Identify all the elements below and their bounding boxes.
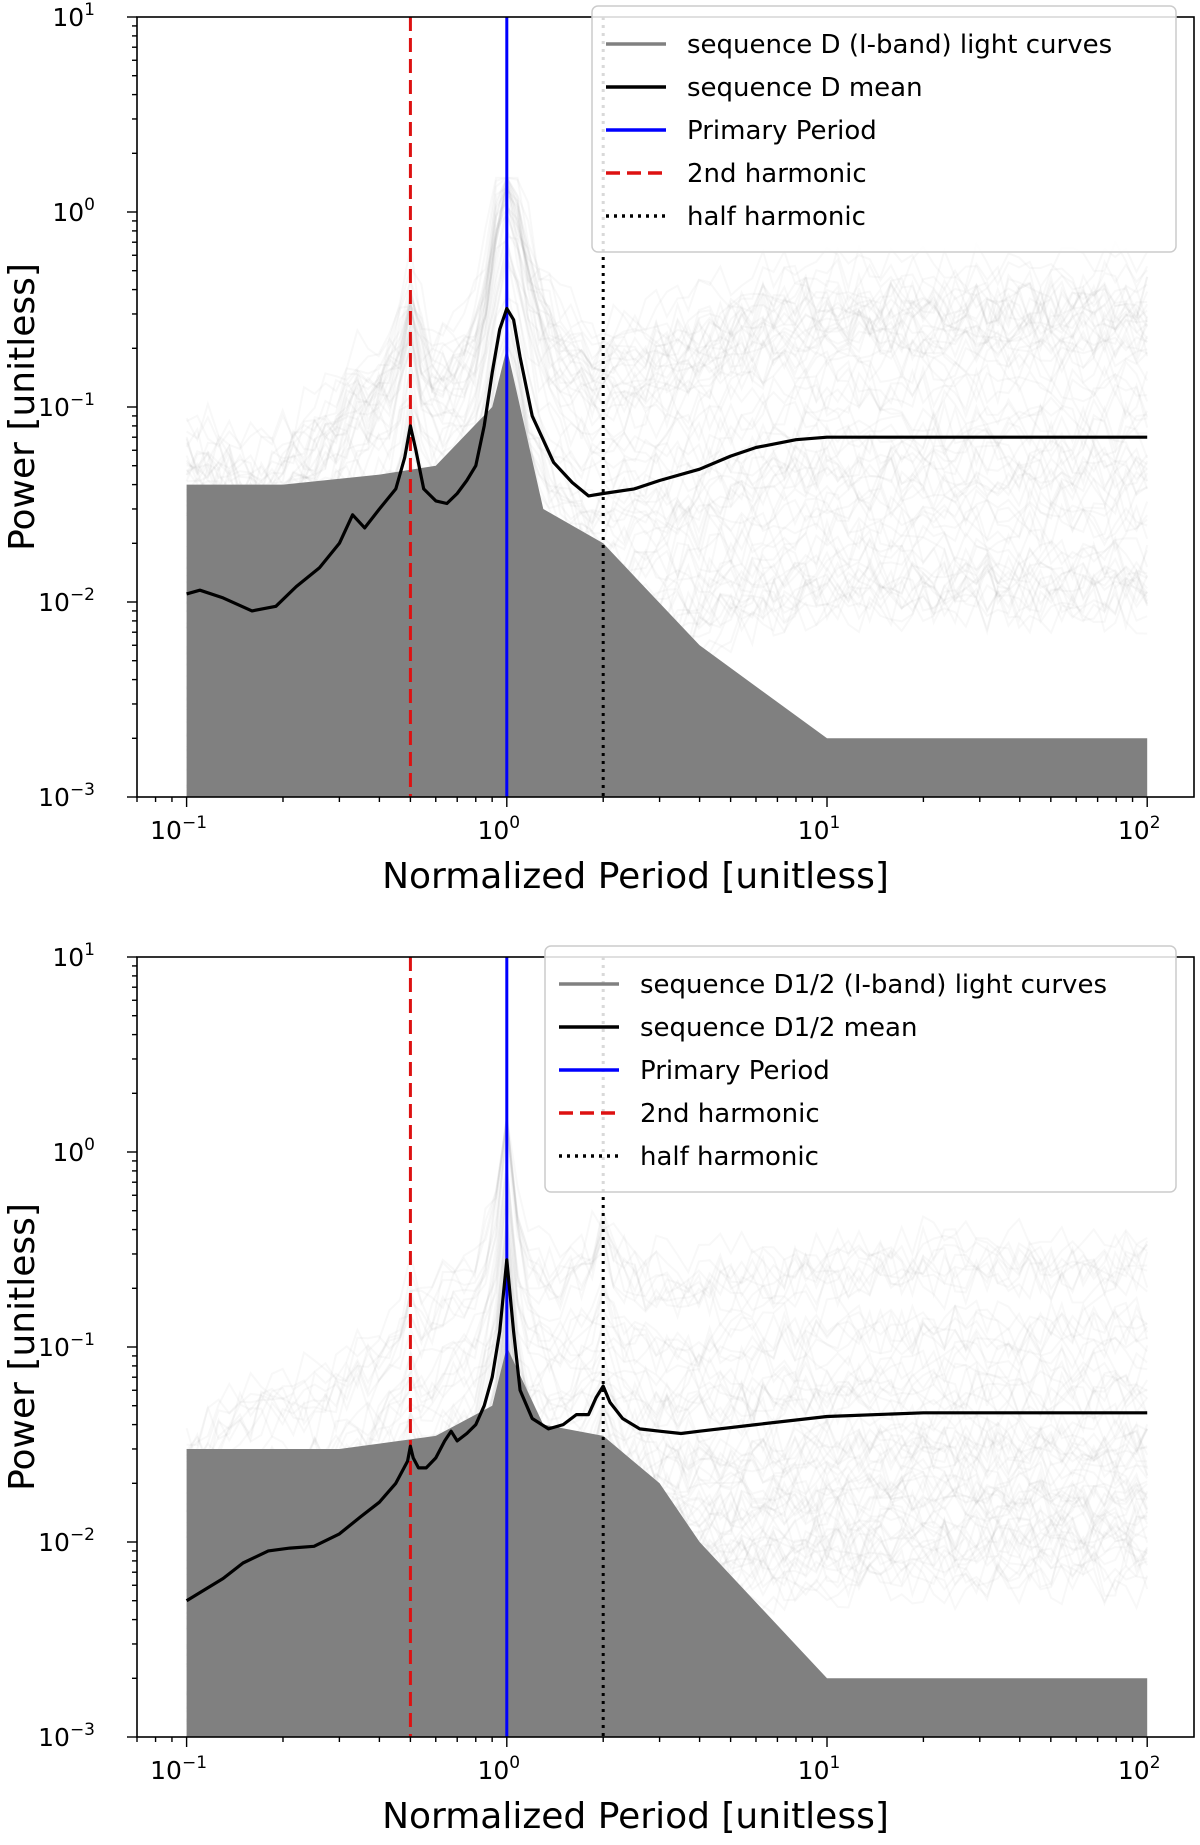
light-curve-trace — [185, 1117, 1148, 1472]
y-axis-label: Power [unitless] — [2, 1203, 43, 1491]
plot-area — [185, 957, 1149, 1737]
light-curve-trace — [186, 207, 1149, 523]
light-curve-trace — [186, 176, 1149, 450]
legend-label: sequence D1/2 (I-band) light curves — [640, 970, 1107, 1000]
light-curve-trace — [185, 175, 1149, 482]
legend-label: 2nd harmonic — [640, 1099, 820, 1129]
light-curve-trace — [186, 178, 1149, 519]
light-curve-trace — [185, 1120, 1148, 1469]
legend-label: Primary Period — [687, 116, 877, 146]
light-curve-trace — [185, 1185, 1148, 1533]
light-curve-trace — [185, 174, 1148, 506]
plot-area — [185, 17, 1149, 797]
light-curve-trace — [185, 176, 1149, 451]
light-curve-trace — [185, 1162, 1148, 1525]
light-curve-trace — [186, 183, 1148, 502]
light-curve-trace — [186, 1166, 1149, 1528]
mean-curve — [186, 306, 1148, 613]
light-curve-trace — [185, 1117, 1148, 1495]
light-curve-trace — [185, 1117, 1149, 1460]
legend-box — [591, 5, 1177, 253]
light-curve-trace — [186, 188, 1149, 506]
x-axis-label: Normalized Period [unitless] — [382, 856, 889, 897]
legend: sequence D (I-band) light curves sequence… — [591, 5, 1177, 253]
light-curve-trace — [185, 177, 1148, 478]
light-curve-trace — [185, 1170, 1148, 1520]
y-tick-label: 100 — [52, 1135, 95, 1167]
light-curve-trace — [185, 1123, 1148, 1463]
legend-label: sequence D (I-band) light curves — [687, 30, 1112, 60]
legend-label: sequence D1/2 mean — [640, 1013, 917, 1043]
light-curve-trace — [186, 1117, 1149, 1446]
light-curve-trace — [185, 209, 1149, 508]
y-axis-label: Power [unitless] — [2, 263, 43, 551]
light-curve-trace — [185, 1117, 1148, 1453]
legend: sequence D1/2 (I-band) light curves seque… — [544, 945, 1177, 1193]
light-curve-trace — [185, 200, 1149, 510]
light-curve-trace — [185, 246, 1148, 548]
legend-label: half harmonic — [687, 202, 866, 232]
legend-box — [544, 945, 1177, 1193]
light-curve-trace — [185, 235, 1149, 547]
light-curve-trace — [185, 184, 1149, 485]
light-curve-trace — [185, 186, 1148, 500]
light-curve-trace — [185, 1159, 1149, 1513]
light-curve-trace — [186, 1137, 1148, 1460]
mean-curve — [185, 1258, 1148, 1603]
light-curve-trace — [185, 177, 1148, 523]
x-tick-label: 101 — [798, 1753, 841, 1785]
x-tick-label: 100 — [477, 813, 520, 845]
light-curve-trace — [186, 182, 1148, 523]
legend-label: half harmonic — [640, 1142, 819, 1172]
light-curve-trace — [186, 228, 1148, 555]
light-curve-trace — [185, 205, 1149, 538]
light-curve-trace — [185, 174, 1149, 489]
light-curve-trace — [185, 1130, 1149, 1471]
y-tick-label: 10−3 — [38, 1720, 95, 1752]
legend-label: 2nd harmonic — [687, 159, 867, 189]
light-curve-trace — [186, 261, 1148, 563]
light-curve-trace — [185, 1128, 1149, 1467]
light-curve-trace — [185, 238, 1149, 553]
light-curve-trace — [186, 176, 1148, 485]
light-curve-trace — [185, 175, 1149, 496]
light-curves-band — [186, 348, 1148, 797]
light-curve-trace — [185, 212, 1148, 519]
legend-label: Primary Period — [640, 1056, 830, 1086]
light-curve-trace — [185, 255, 1149, 585]
y-tick-label: 10−2 — [38, 585, 95, 617]
legend-label: sequence D mean — [687, 73, 923, 103]
x-axis-label: Normalized Period [unitless] — [382, 1796, 889, 1837]
light-curves-band — [186, 1347, 1148, 1737]
y-tick-label: 10−1 — [38, 390, 95, 422]
light-curve-trace — [185, 194, 1148, 535]
light-curve-trace — [185, 192, 1148, 500]
